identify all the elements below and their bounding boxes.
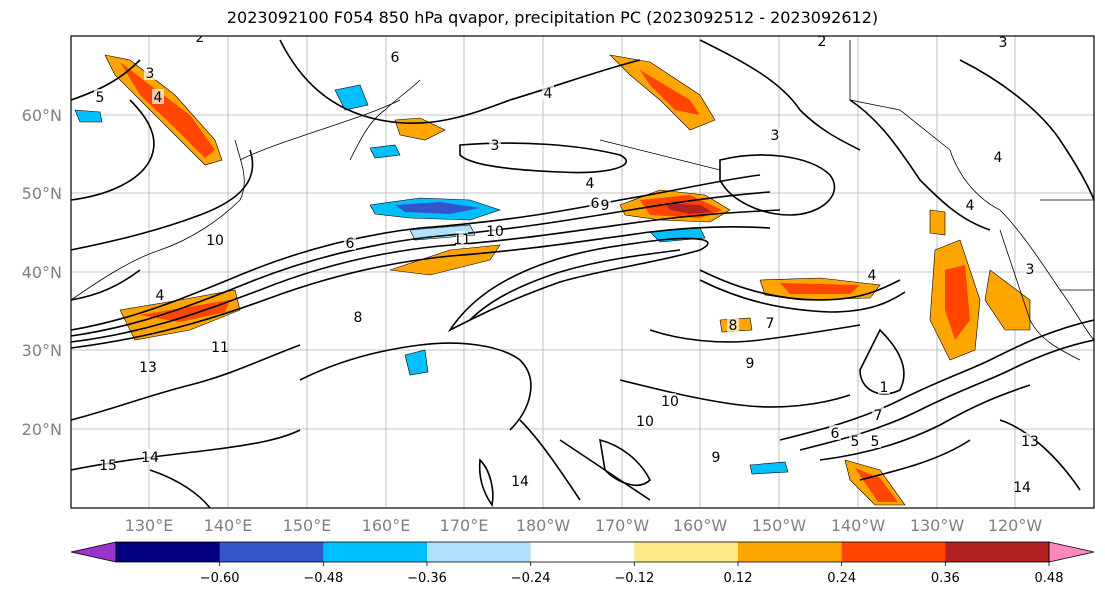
lat-tick-label: 20°N (22, 420, 62, 439)
contour-label: 8 (729, 318, 738, 334)
contour-label: 3 (146, 66, 155, 82)
lon-tick-label: 160°W (673, 516, 728, 535)
contour-label: 4 (586, 176, 595, 192)
contour-label: 14 (1013, 480, 1031, 496)
contour-label: 4 (154, 90, 163, 106)
contour-label: 4 (994, 150, 1003, 166)
contour-label: 4 (544, 86, 553, 102)
colorbar-segment (323, 542, 427, 562)
contour-label: 11 (211, 340, 229, 356)
colorbar-tick-label: 0.24 (827, 571, 856, 586)
colorbar-tick-label: 0.36 (931, 571, 960, 586)
colorbar-tick-label: −0.36 (407, 571, 447, 586)
colorbar-segment (842, 542, 946, 562)
colorbar-tick-label: 0.12 (724, 571, 753, 586)
lon-tick-label: 160°E (362, 516, 411, 535)
lat-tick-label: 60°N (22, 106, 62, 125)
contour-label: 2 (196, 30, 205, 46)
contour-label: 5 (871, 434, 880, 450)
contour-label: 8 (354, 310, 363, 326)
colorbar-tick-label: −0.48 (303, 571, 343, 586)
colorbar (71, 542, 1094, 562)
lat-tick-label: 40°N (22, 263, 62, 282)
contour-label: 1 (880, 380, 889, 396)
contour-label: 4 (966, 198, 975, 214)
map-figure: 23456434911 103468101113141548 76910574 32 3… (0, 0, 1105, 601)
lon-tick-label: 170°W (595, 516, 650, 535)
contour-label: 6 (591, 196, 600, 212)
lon-tick-label: 120°W (988, 516, 1043, 535)
colorbar-tick-label: −0.24 (511, 571, 551, 586)
contour-label: 4 (156, 288, 165, 304)
contour-label: 11 (453, 232, 471, 248)
contour-label: 6 (391, 50, 400, 66)
contour-label: 3 (999, 35, 1008, 51)
lon-tick-label: 130°E (125, 516, 174, 535)
lon-tick-label: 150°E (283, 516, 332, 535)
shading-positive (930, 210, 945, 235)
contour-label: 3 (1026, 262, 1035, 278)
contour-label: 9 (746, 356, 755, 372)
contour-label: 15 (99, 458, 117, 474)
contour-label: 7 (766, 316, 775, 332)
lat-tick-label: 30°N (22, 341, 62, 360)
contour-label: 5 (96, 90, 105, 106)
contour-label: 13 (1021, 434, 1039, 450)
lon-tick-label: 170°E (440, 516, 489, 535)
contour-label: 3 (771, 128, 780, 144)
contour-label: 7 (874, 408, 883, 424)
contour-label: 13 (139, 360, 157, 376)
colorbar-segment (738, 542, 842, 562)
contour-label: 6 (831, 426, 840, 442)
contour-label: 14 (511, 474, 529, 490)
contour-label: 4 (868, 268, 877, 284)
contour-label: 10 (206, 233, 224, 249)
colorbar-segment (116, 542, 220, 562)
shading-negative (75, 110, 102, 122)
contour-label: 10 (636, 414, 654, 430)
colorbar-segment (634, 542, 738, 562)
lon-tick-label: 130°W (910, 516, 965, 535)
contour-label: 14 (141, 450, 159, 466)
colorbar-segment (531, 542, 635, 562)
colorbar-extend-low (71, 542, 116, 562)
contour-label: 9 (712, 450, 721, 466)
lon-tick-label: 150°W (752, 516, 807, 535)
lon-tick-label: 140°W (831, 516, 886, 535)
contour-label: 3 (491, 138, 500, 154)
contour-label: 5 (851, 434, 860, 450)
colorbar-segment (220, 542, 324, 562)
contour-label: 10 (486, 224, 504, 240)
colorbar-tick-label: −0.12 (614, 571, 654, 586)
contour-label: 10 (661, 394, 679, 410)
colorbar-tick-label: 0.48 (1035, 571, 1064, 586)
colorbar-ticks: −0.60 −0.48 −0.36 −0.24 −0.12 0.12 0.24 0.36 0.4… (200, 562, 1105, 586)
lon-tick-label: 140°E (204, 516, 253, 535)
longitude-axis: 130°E 140°E 150°E 160°E 170°E 180°W 170°W 160°W… (125, 516, 1043, 535)
colorbar-tick-label: −0.60 (200, 571, 240, 586)
colorbar-extend-high (1049, 542, 1094, 562)
contour-label: 6 (346, 236, 355, 252)
lat-tick-label: 50°N (22, 184, 62, 203)
colorbar-segment (427, 542, 531, 562)
latitude-axis: 60°N 50°N 40°N 30°N 20°N (22, 106, 62, 439)
lon-tick-label: 180°W (516, 516, 571, 535)
contour-label: 9 (601, 198, 610, 214)
colorbar-segment (945, 542, 1049, 562)
